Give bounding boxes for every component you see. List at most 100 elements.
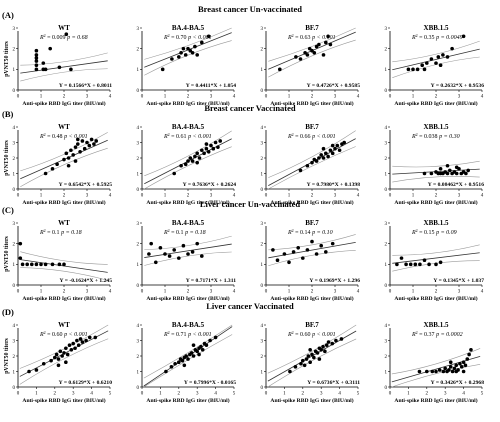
x-tick-label: 0 — [17, 194, 20, 199]
confidence-band-upper — [144, 27, 232, 60]
x-tick-label: 3 — [320, 392, 323, 397]
x-tick-label: 5 — [357, 392, 360, 397]
x-tick-label: 3 — [334, 194, 337, 199]
scatter-panel: BA.4-BA.5 0 1 2 3 0 1 2 3 4 R2 = 0.1 p = 0.18 Y = 0… — [137, 219, 237, 302]
scatter-panel: XBB.1.5 0 1 2 3 4 0 1 2 3 4 R2 = 0.038 p = 0.30 Y = … — [385, 123, 485, 206]
data-point — [82, 146, 87, 151]
data-point — [186, 252, 190, 256]
data-point — [305, 53, 310, 57]
data-point — [184, 354, 188, 358]
data-point — [56, 357, 61, 361]
x-axis-title: Anti-spike RBD IgG titer (BIU/ml) — [146, 397, 229, 404]
x-tick-label: 3 — [458, 95, 461, 100]
data-point — [461, 34, 466, 39]
data-point — [308, 348, 312, 352]
data-point — [411, 67, 415, 72]
data-point — [306, 354, 311, 358]
data-point — [434, 61, 438, 65]
data-point — [464, 171, 468, 176]
data-point — [180, 358, 185, 363]
regression-line — [391, 355, 481, 383]
scatter-panel: BA.4-BA.5 0 1 2 3 4 0 1 2 3 4 R2 = 0.61 p < 0.001 Y … — [137, 123, 237, 206]
r-squared-label: R2 = 0.63 p < 0.001 — [287, 33, 336, 41]
panel-row-label: (D) — [2, 307, 14, 317]
y-tick-label: 1 — [385, 172, 388, 177]
x-tick-label: 1 — [40, 194, 43, 199]
scatter-panel: (D) Liver cancer Vaccinated WT 0 1 2 3 4 0 1 2 3 4 5 R… — [2, 301, 294, 404]
x-tick-label: 4 — [481, 194, 484, 199]
data-point — [330, 241, 335, 246]
data-point — [330, 151, 335, 156]
data-point — [190, 159, 195, 163]
data-point — [450, 369, 455, 374]
data-point — [27, 369, 31, 374]
data-point — [154, 260, 158, 265]
y-tick-label: 3 — [13, 222, 16, 227]
confidence-band-upper — [143, 324, 233, 379]
confidence-band-lower — [20, 68, 108, 82]
data-point — [206, 150, 211, 154]
confidence-band-lower — [20, 147, 108, 187]
x-tick-label: 2 — [187, 194, 190, 199]
y-tick-label: 2 — [385, 242, 388, 247]
regression-line — [268, 241, 356, 259]
y-tick-label: 2 — [137, 242, 140, 247]
confidence-band-upper — [268, 130, 356, 178]
data-point — [64, 346, 68, 351]
panel-row-label: (A) — [2, 10, 14, 20]
data-point — [294, 55, 298, 59]
data-point — [415, 67, 420, 72]
data-point — [177, 256, 181, 260]
data-point — [76, 142, 80, 146]
x-tick-label: 2 — [63, 290, 66, 295]
data-point — [80, 340, 85, 344]
data-point — [441, 369, 446, 374]
x-tick-label: 4 — [109, 194, 112, 199]
scatter-panel: XBB.1.5 0 1 2 3 4 0 1 2 3 4 5 R2 = 0.37 p = 0.0002 Y … — [385, 321, 485, 404]
data-point — [181, 46, 186, 51]
data-point — [425, 61, 429, 65]
x-axis-title: Anti-spike RBD IgG titer (BIU/ml) — [22, 100, 105, 107]
regression-equation: Y = 0.2632*X + 0.9536 — [431, 83, 485, 89]
data-point — [87, 335, 92, 340]
r-squared-label: R2 = 0.71 p < 0.001 — [163, 330, 212, 338]
data-point — [317, 357, 322, 361]
confidence-band-lower — [19, 338, 109, 385]
confidence-band-upper — [144, 235, 232, 250]
data-point — [76, 343, 81, 347]
x-tick-label: 1 — [164, 95, 167, 100]
x-axis-title: Anti-spike RBD IgG titer (BIU/ml) — [146, 199, 229, 206]
data-point — [218, 139, 222, 143]
data-point — [66, 156, 71, 160]
x-tick-label: 0 — [141, 95, 144, 100]
data-point — [319, 243, 324, 248]
y-tick-label: 1 — [13, 370, 16, 375]
data-point — [41, 361, 46, 366]
regression-equation: Y = 0.6129*X + 0.6210 — [59, 380, 113, 386]
confidence-band-lower — [268, 146, 356, 190]
data-point — [315, 351, 320, 355]
y-tick-label: 2 — [13, 242, 16, 247]
data-point — [314, 252, 319, 256]
r-squared-label: R2 = 0.70 p < 0.001 — [163, 33, 212, 41]
data-point — [324, 151, 328, 156]
data-point — [197, 352, 201, 357]
x-tick-label: 5 — [109, 392, 112, 397]
x-axis-title: Anti-spike RBD IgG titer (BIU/ml) — [394, 199, 477, 206]
panel-variant-title: BF.7 — [305, 24, 319, 32]
data-point — [64, 151, 69, 156]
data-point — [183, 162, 188, 166]
data-point — [160, 67, 165, 72]
x-tick-label: 0 — [265, 95, 268, 100]
data-point — [317, 156, 321, 160]
x-tick-label: 3 — [210, 95, 213, 100]
data-point — [18, 241, 23, 246]
y-tick-label: 2 — [13, 47, 16, 52]
data-point — [188, 156, 193, 160]
x-tick-label: 3 — [458, 290, 461, 295]
x-tick-label: 0 — [17, 392, 20, 397]
confidence-band-lower — [392, 175, 480, 183]
data-point — [463, 363, 468, 368]
data-point — [34, 67, 39, 72]
panel-variant-title: WT — [58, 24, 70, 32]
